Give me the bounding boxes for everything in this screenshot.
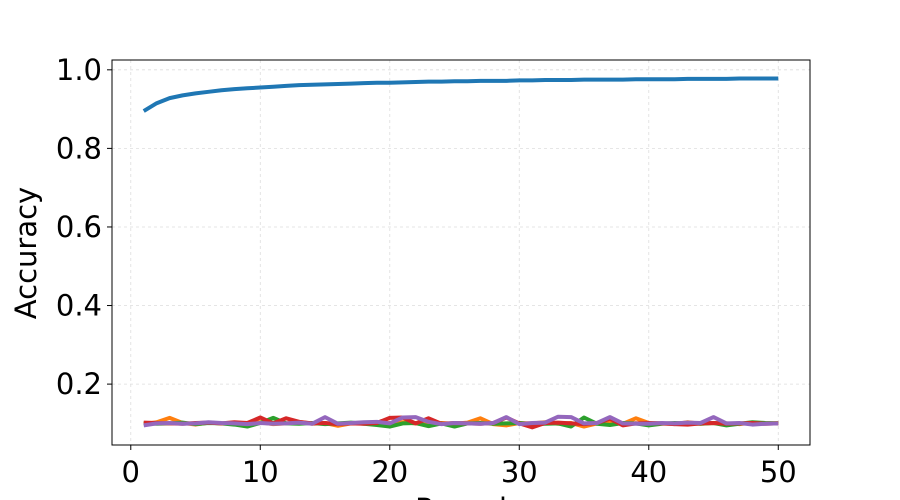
x-tick-label: 40 bbox=[630, 455, 667, 489]
y-axis-label: Accuracy bbox=[9, 187, 43, 319]
y-tick-label: 0.4 bbox=[56, 289, 102, 323]
x-tick-label: 10 bbox=[242, 455, 279, 489]
y-tick-label: 1.0 bbox=[56, 53, 102, 87]
x-axis-label: Round bbox=[415, 492, 507, 500]
y-tick-label: 0.2 bbox=[56, 367, 102, 401]
x-tick-label: 50 bbox=[760, 455, 797, 489]
y-tick-label: 0.6 bbox=[56, 210, 102, 244]
plot-frame bbox=[111, 59, 811, 446]
series-line bbox=[142, 76, 779, 113]
series-line bbox=[143, 414, 779, 428]
x-tick-label: 20 bbox=[371, 455, 408, 489]
y-tick-label: 0.8 bbox=[56, 131, 102, 165]
x-tick-label: 0 bbox=[122, 455, 140, 489]
x-tick-label: 30 bbox=[501, 455, 538, 489]
